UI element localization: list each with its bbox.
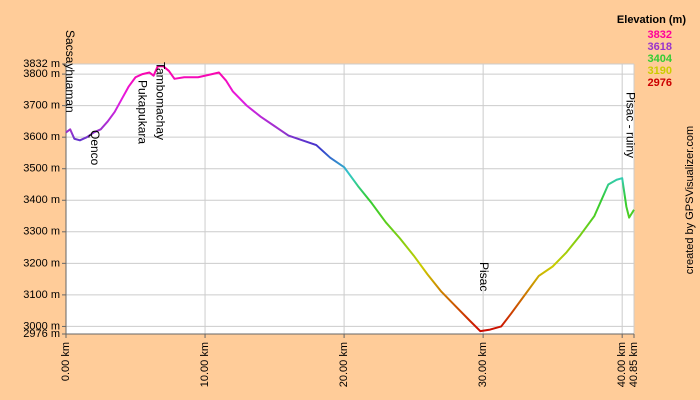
waypoint-label: Sacsayhuaman [63, 30, 77, 113]
legend-title: Elevation (m) [617, 14, 686, 26]
y-tick-label: 3800 m [23, 68, 60, 80]
x-tick-label: 0.00 km [60, 342, 72, 381]
x-tick-label: 40.00 km [616, 342, 628, 387]
y-tick-label: 3400 m [23, 194, 60, 206]
x-tick-label: 20.00 km [338, 342, 350, 387]
y-tick-label: 3200 m [23, 257, 60, 269]
y-tick-label: 2976 m [23, 328, 60, 340]
y-tick-label: 3000 m [23, 320, 60, 332]
x-tick-label: 40.85 km [628, 342, 640, 387]
y-tick-label: 3500 m [23, 163, 60, 175]
legend-entry: 3618 [648, 41, 672, 53]
x-tick-label: 30.00 km [477, 342, 489, 387]
waypoint-label: Pisac [477, 262, 491, 291]
legend-entry: 3190 [648, 65, 672, 77]
y-tick-label: 3600 m [23, 131, 60, 143]
y-tick-label: 3300 m [23, 226, 60, 238]
waypoint-label: Tambomachay [154, 62, 168, 140]
y-tick-label: 3700 m [23, 100, 60, 112]
plot-area [66, 64, 634, 334]
waypoint-label: Pisac - ruiny [624, 92, 638, 158]
credit: created by GPSVisualizer.com [684, 126, 696, 274]
legend-entry: 3832 [648, 29, 672, 41]
legend-entry: 2976 [648, 77, 672, 89]
waypoint-label: Pukapukara [136, 80, 150, 144]
legend-entry: 3404 [648, 53, 673, 65]
y-tick-label: 3100 m [23, 289, 60, 301]
waypoint-label: Qenco [88, 130, 102, 166]
x-tick-label: 10.00 km [199, 342, 211, 387]
elevation-line [65, 65, 635, 333]
y-tick-label: 3832 m [23, 58, 60, 70]
